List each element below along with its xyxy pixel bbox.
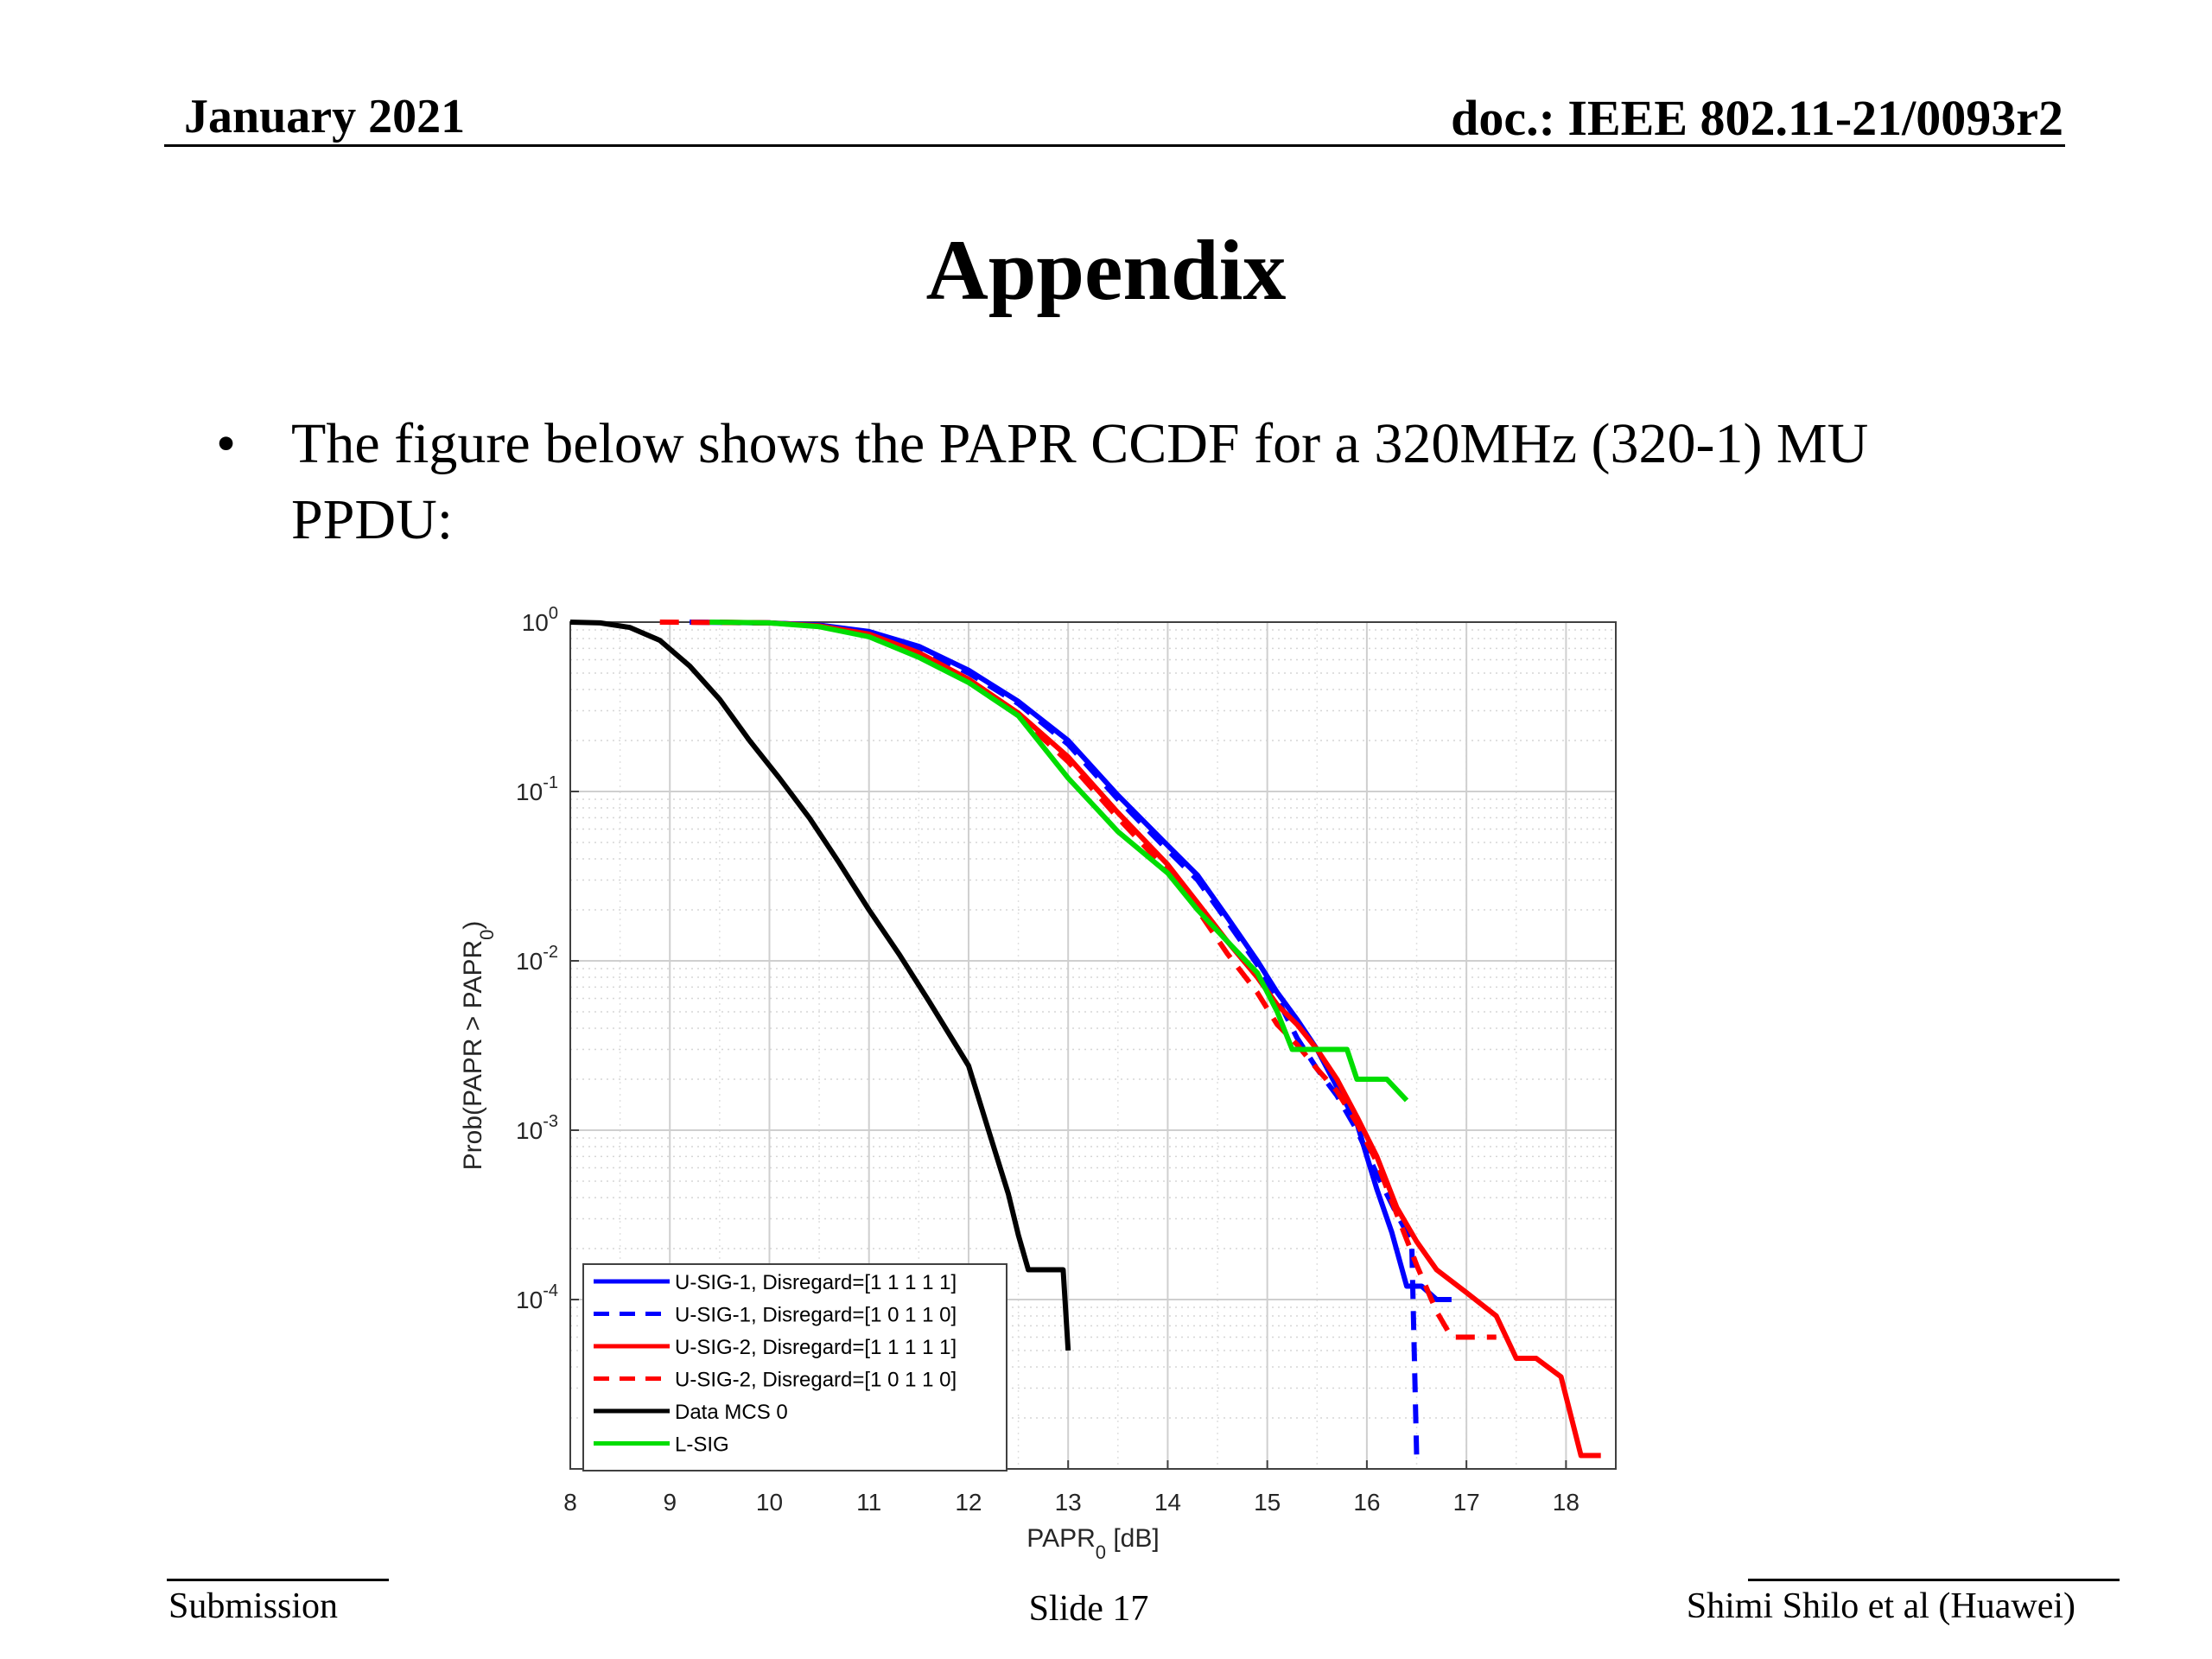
legend-label: U-SIG-2, Disregard=[1 1 1 1 1]: [675, 1336, 957, 1359]
series-line-3: [719, 620, 1601, 1459]
footer-rule-right: [1748, 1579, 2120, 1581]
x-tick-label: 18: [1553, 1489, 1580, 1516]
y-tick-label: 100: [522, 604, 558, 636]
y-tick-label: 10-3: [516, 1112, 558, 1144]
x-tick-label: 14: [1154, 1489, 1181, 1516]
bullet-text: The figure below shows the PAPR CCDF for…: [291, 412, 1869, 551]
plot-area-border: [569, 621, 1617, 1470]
y-tick-label: 10-4: [516, 1281, 558, 1313]
y-tick-label: 10-2: [516, 943, 558, 975]
chart-series: [569, 620, 1601, 1459]
footer-authors: Shimi Shilo et al (Huawei): [1686, 1586, 2075, 1626]
footer-rule-left: [167, 1579, 389, 1581]
legend-label: Data MCS 0: [675, 1401, 788, 1424]
x-tick-label: 12: [955, 1489, 982, 1516]
series-line-6: [709, 620, 1409, 1103]
y-axis-label: Prob(PAPR > PAPR0): [459, 921, 498, 1171]
y-tick-label: 10-1: [516, 773, 558, 805]
header-doc-id: doc.: IEEE 802.11-21/0093r2: [1451, 90, 2063, 146]
series-line-5: [569, 620, 1071, 1351]
bullet-symbol: •: [216, 412, 237, 475]
x-tick-label: 16: [1353, 1489, 1380, 1516]
chart-ticks: 8 9 10 11 12 13 14 15 16 17 18 100 10-1 10-2 10-3 10-4: [516, 604, 1580, 1516]
footer-submission: Submission: [168, 1586, 339, 1626]
legend-label: U-SIG-1, Disregard=[1 1 1 1 1]: [675, 1271, 957, 1294]
legend-box: [582, 1263, 1007, 1471]
x-tick-label: 11: [856, 1489, 881, 1516]
x-tick-label: 15: [1254, 1489, 1281, 1516]
header-rule: [164, 144, 2065, 147]
chart-legend: U-SIG-1, Disregard=[1 1 1 1 1] U-SIG-1, D…: [582, 1263, 1007, 1471]
slide-title: Appendix: [925, 222, 1287, 318]
x-tick-label: 9: [663, 1489, 677, 1516]
legend-label: U-SIG-1, Disregard=[1 0 1 1 0]: [675, 1304, 957, 1327]
legend-label: L-SIG: [675, 1433, 729, 1457]
legend-label: U-SIG-2, Disregard=[1 0 1 1 0]: [675, 1369, 957, 1392]
series-line-4: [659, 620, 1497, 1340]
series-line-2: [690, 620, 1420, 1456]
x-tick-label: 17: [1453, 1489, 1480, 1516]
footer-slide-number: Slide 17: [1028, 1589, 1149, 1629]
x-tick-label: 13: [1055, 1489, 1082, 1516]
x-tick-label: 8: [563, 1489, 577, 1516]
x-tick-label: 10: [756, 1489, 783, 1516]
header-date: January 2021: [184, 90, 466, 143]
x-axis-label: PAPR0 [dB]: [1027, 1524, 1159, 1563]
